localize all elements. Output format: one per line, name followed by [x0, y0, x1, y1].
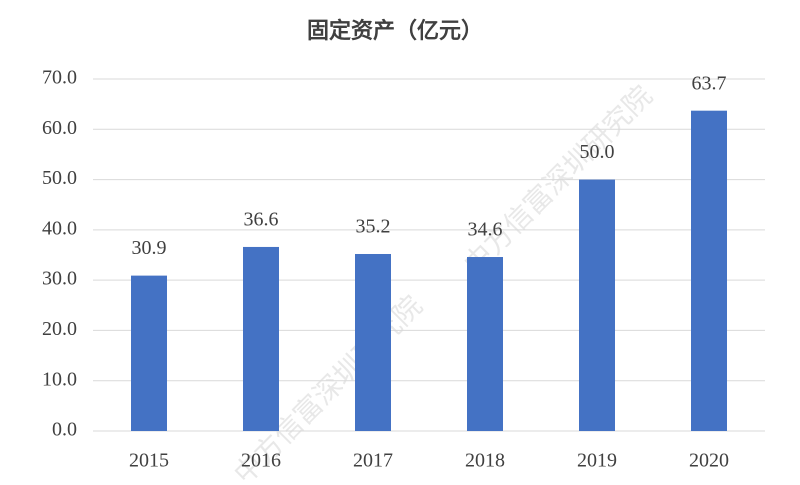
chart-title: 固定资产（亿元） [307, 18, 483, 44]
data-label: 50.0 [580, 141, 615, 163]
y-tick-label: 30.0 [42, 268, 77, 290]
bar [579, 179, 615, 431]
data-label: 30.9 [132, 237, 167, 259]
x-tick-label: 2015 [129, 450, 169, 472]
x-tick-label: 2018 [465, 450, 505, 472]
y-tick-label: 0.0 [52, 419, 77, 441]
y-tick-label: 50.0 [42, 167, 77, 189]
y-tick-label: 40.0 [42, 217, 77, 239]
data-label: 63.7 [692, 72, 727, 94]
x-tick-label: 2016 [241, 450, 281, 472]
bar [131, 275, 167, 431]
y-tick-label: 70.0 [42, 67, 77, 89]
x-tick-label: 2017 [353, 450, 393, 472]
y-tick-label: 10.0 [42, 368, 77, 390]
data-label: 36.6 [244, 209, 279, 231]
x-tick-label: 2019 [577, 450, 617, 472]
bar [355, 253, 391, 431]
bar [691, 110, 727, 432]
y-tick-label: 20.0 [42, 318, 77, 340]
data-label: 35.2 [356, 216, 391, 238]
y-tick-label: 60.0 [42, 117, 77, 139]
data-label: 34.6 [468, 219, 503, 241]
bar [467, 257, 503, 431]
x-tick-label: 2020 [689, 450, 729, 472]
bar [243, 246, 279, 431]
